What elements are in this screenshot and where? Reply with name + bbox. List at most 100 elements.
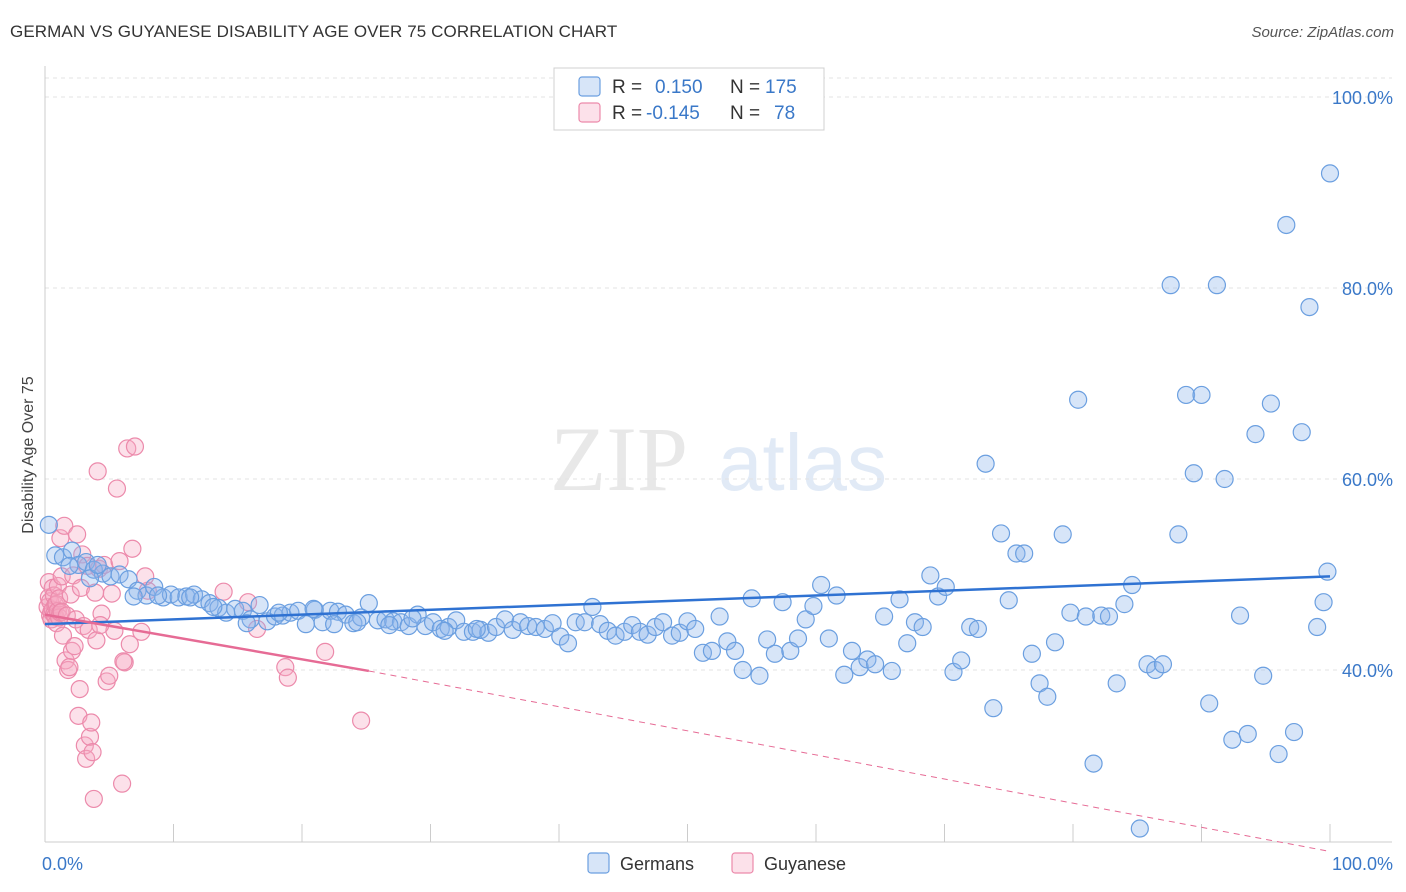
german-point-82 [693,643,713,662]
german-point-83 [702,641,722,661]
german-point-77 [653,613,673,632]
german-point-84 [710,607,729,626]
german-point-98 [819,629,838,648]
guyanese-point-41 [77,749,96,768]
german-point-154 [1254,666,1273,685]
german-point-159 [1292,423,1311,442]
german-point-161 [1308,617,1327,637]
german-point-135 [1107,674,1126,693]
guyanese-point-46 [83,743,102,762]
guyanese-point-63 [125,437,145,456]
guyanese-point-29 [61,585,80,604]
guyanese-point-18 [50,589,69,608]
source-label: Source: ZipAtlas.com [1251,24,1394,41]
german-point-132 [1084,754,1103,773]
german-point-166 [80,569,100,588]
legend-r-value-guyanese: -0.145 [646,103,700,124]
legend-r-label-guyanese: R = [612,103,642,124]
german-point-75 [638,625,657,644]
german-point-123 [1015,544,1034,563]
german-point-87 [733,660,752,680]
bottom-legend-swatch-germans [587,852,610,874]
german-point-128 [1053,525,1072,544]
chart-title: GERMAN VS GUYANESE DISABILITY AGE OVER 7… [10,22,618,41]
german-point-26 [250,595,269,615]
german-point-68 [583,597,602,617]
guyanese-point-59 [115,653,134,672]
x-tick-labels: 0.0% 100.0% [42,854,1393,874]
german-point-118 [976,454,995,473]
german-point-179 [435,621,454,640]
german-point-107 [890,590,909,609]
guyanese-point-71 [276,658,295,677]
german-point-86 [725,641,745,661]
watermark-atlas: atlas [718,418,887,507]
german-point-164 [1320,164,1340,183]
y-axis-label: Disability Age Over 75 [20,376,37,534]
legend-n-label-germans: N = [730,77,760,98]
german-point-63 [543,614,562,633]
german-point-90 [758,630,777,649]
german-point-160 [1300,298,1319,317]
german-point-115 [952,651,971,670]
german-point-176 [348,613,367,632]
x-tick-label-0: 0.0% [42,854,83,874]
german-point-171 [204,597,223,617]
german-point-133 [1092,606,1111,625]
german-point-110 [913,617,932,637]
trend-lines [44,575,1331,852]
bottom-legend-label-germans: Germans [620,854,694,874]
guyanese-point-68 [214,582,233,601]
y-tick-label-40: 40.0% [1342,661,1393,681]
german-point-102 [850,658,869,677]
german-point-172 [237,614,256,633]
german-point-81 [686,619,705,639]
bottom-legend-label-guyanese: Guyanese [764,854,846,874]
guyanese-point-48 [87,631,106,650]
german-point-13 [145,577,164,597]
guyanese-point-24 [55,516,74,535]
german-point-120 [991,524,1011,543]
german-point-169 [148,586,168,605]
guyanese-point-57 [110,552,129,571]
german-point-180 [467,619,486,639]
legend-swatch-germans [578,76,601,97]
guyanese-point-74 [352,711,371,730]
german-point-145 [1184,464,1203,483]
german-point-119 [984,699,1003,718]
german-point-106 [882,661,901,681]
german-point-131 [1076,607,1095,626]
german-point-155 [1261,394,1280,413]
german-point-170 [181,588,200,607]
watermark: ZIP atlas [550,408,887,510]
guyanese-point-36 [70,679,89,699]
german-point-95 [796,610,815,629]
german-point-158 [1284,722,1304,742]
german-point-175 [325,615,344,634]
y-tick-label-80: 80.0% [1342,279,1393,299]
legend-r-value-germans: 0.150 [655,77,703,98]
guyanese-point-28 [60,658,79,677]
guyanese-point-23 [53,626,73,645]
german-point-40 [359,594,378,613]
german-point-165 [60,556,79,576]
german-point-152 [1238,724,1257,744]
guyanese-point-70 [247,619,267,639]
guyanese-point-32 [65,637,84,656]
german-point-130 [1069,390,1088,409]
german-point-143 [1169,525,1188,544]
german-point-122 [1007,544,1026,563]
german-point-117 [968,619,988,639]
guyanese-point-73 [316,642,335,661]
german-point-142 [1161,276,1180,295]
guyanese-point-77 [114,652,133,671]
german-point-125 [1030,674,1049,693]
german-point-149 [1215,469,1234,489]
german-point-100 [835,665,854,684]
german-point-113 [936,577,955,597]
guyanese-point-30 [62,641,82,661]
legend-n-value-germans: 175 [765,77,797,98]
guyanese-point-58 [112,774,132,793]
guyanese-point-62 [123,539,142,558]
